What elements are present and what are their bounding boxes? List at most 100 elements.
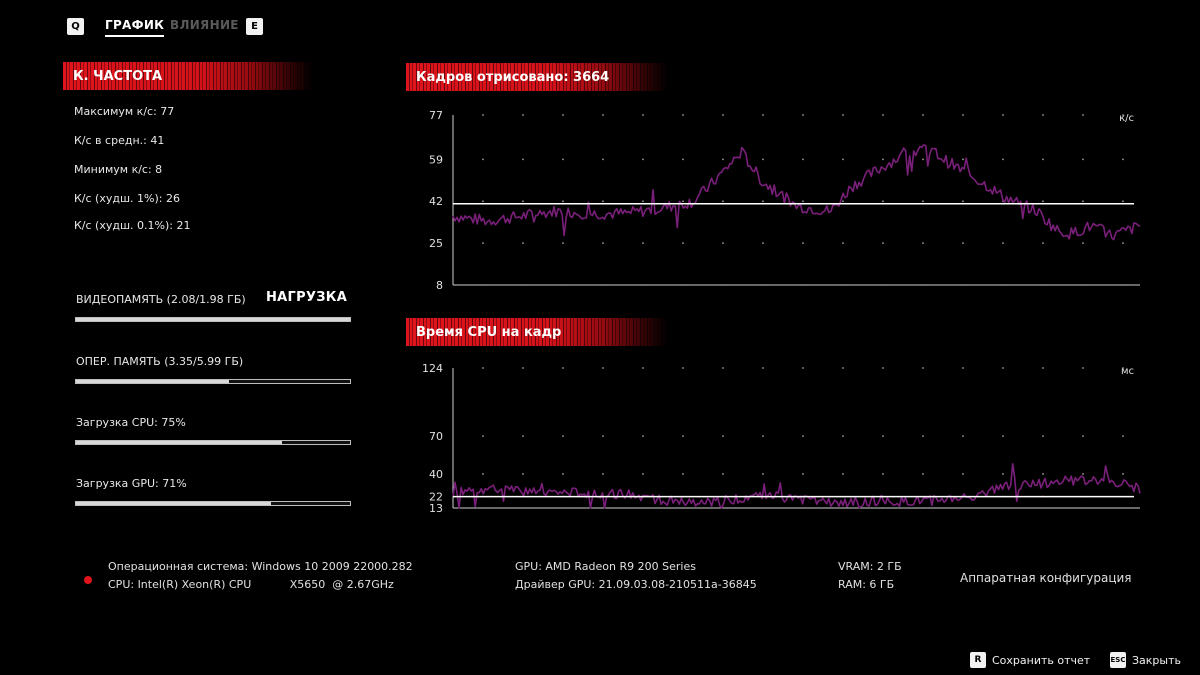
cpu-load-bar bbox=[75, 440, 351, 445]
y-tick-label: 59 bbox=[429, 153, 443, 166]
grid-dot bbox=[562, 242, 564, 245]
grid-dot bbox=[642, 507, 644, 509]
close-button[interactable]: ESC Закрыть bbox=[1110, 652, 1181, 668]
grid-dot bbox=[562, 473, 564, 475]
grid-dot bbox=[562, 367, 564, 369]
vram-bar-fill bbox=[76, 318, 350, 321]
grid-dot bbox=[642, 114, 644, 116]
grid-dot bbox=[882, 367, 884, 369]
grid-dot bbox=[922, 367, 924, 369]
grid-dot bbox=[602, 367, 604, 369]
load-title: НАГРУЗКА bbox=[266, 290, 348, 305]
grid-dot bbox=[722, 200, 724, 203]
ram-info: RAM: 6 ГБ bbox=[838, 578, 895, 591]
grid-dot bbox=[562, 507, 564, 509]
grid-dot bbox=[602, 242, 604, 245]
grid-dot bbox=[962, 114, 964, 116]
grid-dot bbox=[522, 284, 524, 286]
min-fps: Минимум к/с: 8 bbox=[74, 163, 163, 176]
grid-dot bbox=[802, 435, 804, 438]
ram-bar bbox=[75, 379, 351, 384]
grid-dot bbox=[842, 200, 844, 203]
cpu-load-label: Загрузка CPU: 75% bbox=[76, 416, 186, 429]
grid-dot bbox=[722, 367, 724, 369]
grid-dot bbox=[1082, 367, 1084, 369]
grid-dot bbox=[602, 507, 604, 509]
grid-dot bbox=[642, 473, 644, 475]
grid-dot bbox=[962, 242, 964, 245]
grid-dot bbox=[842, 242, 844, 245]
grid-dot bbox=[1122, 242, 1124, 245]
grid-dot bbox=[642, 284, 644, 286]
series-line bbox=[452, 463, 1141, 509]
grid-dot bbox=[922, 435, 924, 438]
grid-dot bbox=[642, 200, 644, 203]
grid-dot bbox=[642, 367, 644, 369]
grid-dot bbox=[802, 200, 804, 203]
esc-key-icon: ESC bbox=[1110, 652, 1126, 668]
grid-dot bbox=[802, 114, 804, 116]
low-01-fps: К/с (худш. 0.1%): 21 bbox=[74, 219, 191, 232]
status-dot bbox=[84, 576, 92, 584]
grid-dot bbox=[762, 242, 764, 245]
grid-dot bbox=[922, 284, 924, 286]
grid-dot bbox=[482, 114, 484, 116]
grid-dot bbox=[1122, 284, 1124, 286]
grid-dot bbox=[1042, 284, 1044, 286]
grid-dot bbox=[962, 158, 964, 161]
grid-dot bbox=[642, 242, 644, 245]
vram-info: VRAM: 2 ГБ bbox=[838, 560, 902, 573]
grid-dot bbox=[1122, 114, 1124, 116]
grid-dot bbox=[1082, 473, 1084, 475]
grid-dot bbox=[1042, 114, 1044, 116]
grid-dot bbox=[762, 114, 764, 116]
grid-dot bbox=[482, 158, 484, 161]
gpu-load-bar bbox=[75, 501, 351, 506]
grid-dot bbox=[1082, 435, 1084, 438]
grid-dot bbox=[842, 435, 844, 438]
grid-dot bbox=[562, 284, 564, 286]
grid-dot bbox=[1042, 507, 1044, 509]
grid-dot bbox=[762, 158, 764, 161]
tab-prev-key[interactable]: Q bbox=[67, 18, 84, 35]
cpu-chart-header: Время CPU на кадр bbox=[406, 318, 668, 346]
grid-dot bbox=[762, 284, 764, 286]
y-tick-label: 22 bbox=[429, 491, 443, 504]
grid-dot bbox=[1002, 473, 1004, 475]
vram-label: ВИДЕОПАМЯТЬ (2.08/1.98 ГБ) bbox=[76, 293, 246, 306]
save-report-button[interactable]: R Сохранить отчет bbox=[970, 652, 1090, 668]
grid-dot bbox=[722, 242, 724, 245]
grid-dot bbox=[562, 200, 564, 203]
grid-dot bbox=[522, 435, 524, 438]
gpu-info: GPU: AMD Radeon R9 200 Series bbox=[515, 560, 696, 573]
tab-graph[interactable]: ГРАФИК bbox=[105, 18, 165, 37]
close-label: Закрыть bbox=[1132, 653, 1181, 667]
grid-dot bbox=[642, 158, 644, 161]
r-key-icon: R bbox=[970, 652, 986, 668]
grid-dot bbox=[1002, 284, 1004, 286]
grid-dot bbox=[602, 200, 604, 203]
grid-dot bbox=[922, 242, 924, 245]
grid-dot bbox=[682, 200, 684, 203]
grid-dot bbox=[682, 507, 684, 509]
grid-dot bbox=[602, 158, 604, 161]
grid-dot bbox=[1002, 435, 1004, 438]
unit-label: мс bbox=[1121, 366, 1134, 377]
gpu-load-label: Загрузка GPU: 71% bbox=[76, 477, 187, 490]
grid-dot bbox=[522, 200, 524, 203]
low-1-fps: К/с (худш. 1%): 26 bbox=[74, 192, 180, 205]
tab-impact[interactable]: ВЛИЯНИЕ bbox=[170, 18, 239, 32]
grid-dot bbox=[682, 242, 684, 245]
grid-dot bbox=[522, 367, 524, 369]
grid-dot bbox=[1042, 200, 1044, 203]
grid-dot bbox=[882, 158, 884, 161]
tab-next-key[interactable]: E bbox=[246, 18, 263, 35]
grid-dot bbox=[882, 435, 884, 438]
grid-dot bbox=[522, 507, 524, 509]
grid-dot bbox=[1082, 507, 1084, 509]
grid-dot bbox=[1042, 158, 1044, 161]
vram-bar bbox=[75, 317, 351, 322]
grid-dot bbox=[922, 158, 924, 161]
hardware-config-label: Аппаратная конфигурация bbox=[960, 571, 1132, 585]
